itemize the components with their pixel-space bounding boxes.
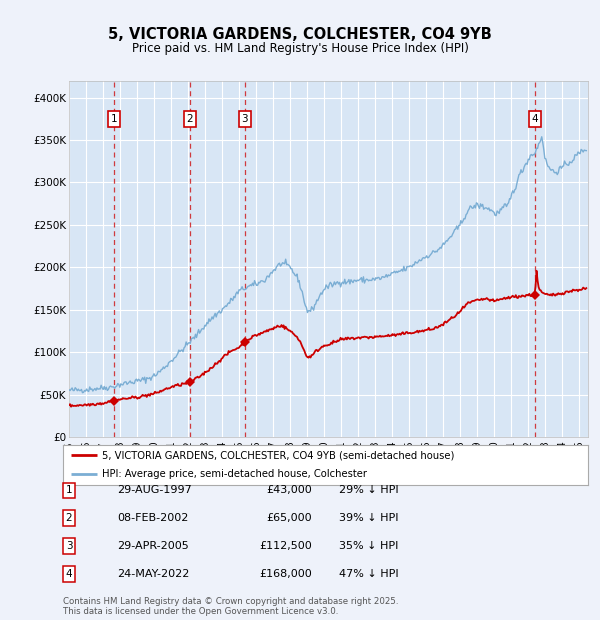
Text: 1: 1 xyxy=(65,485,73,495)
Text: 4: 4 xyxy=(65,569,73,579)
Text: 29-APR-2005: 29-APR-2005 xyxy=(117,541,189,551)
Text: HPI: Average price, semi-detached house, Colchester: HPI: Average price, semi-detached house,… xyxy=(103,469,367,479)
Text: 4: 4 xyxy=(532,114,539,124)
Text: 1: 1 xyxy=(111,114,118,124)
Text: 3: 3 xyxy=(65,541,73,551)
Text: 24-MAY-2022: 24-MAY-2022 xyxy=(117,569,190,579)
Text: 39% ↓ HPI: 39% ↓ HPI xyxy=(339,513,398,523)
Text: 29% ↓ HPI: 29% ↓ HPI xyxy=(339,485,398,495)
Text: £168,000: £168,000 xyxy=(259,569,312,579)
Text: £112,500: £112,500 xyxy=(259,541,312,551)
Text: Contains HM Land Registry data © Crown copyright and database right 2025.: Contains HM Land Registry data © Crown c… xyxy=(63,597,398,606)
Text: Price paid vs. HM Land Registry's House Price Index (HPI): Price paid vs. HM Land Registry's House … xyxy=(131,42,469,55)
Text: 5, VICTORIA GARDENS, COLCHESTER, CO4 9YB (semi-detached house): 5, VICTORIA GARDENS, COLCHESTER, CO4 9YB… xyxy=(103,450,455,461)
Text: 3: 3 xyxy=(241,114,248,124)
Text: 29-AUG-1997: 29-AUG-1997 xyxy=(117,485,192,495)
Text: 5, VICTORIA GARDENS, COLCHESTER, CO4 9YB: 5, VICTORIA GARDENS, COLCHESTER, CO4 9YB xyxy=(108,27,492,42)
Text: This data is licensed under the Open Government Licence v3.0.: This data is licensed under the Open Gov… xyxy=(63,606,338,616)
Text: 08-FEB-2002: 08-FEB-2002 xyxy=(117,513,188,523)
Text: £65,000: £65,000 xyxy=(266,513,312,523)
Text: 35% ↓ HPI: 35% ↓ HPI xyxy=(339,541,398,551)
Text: 2: 2 xyxy=(65,513,73,523)
Text: 47% ↓ HPI: 47% ↓ HPI xyxy=(339,569,398,579)
Text: £43,000: £43,000 xyxy=(266,485,312,495)
Text: 2: 2 xyxy=(187,114,193,124)
